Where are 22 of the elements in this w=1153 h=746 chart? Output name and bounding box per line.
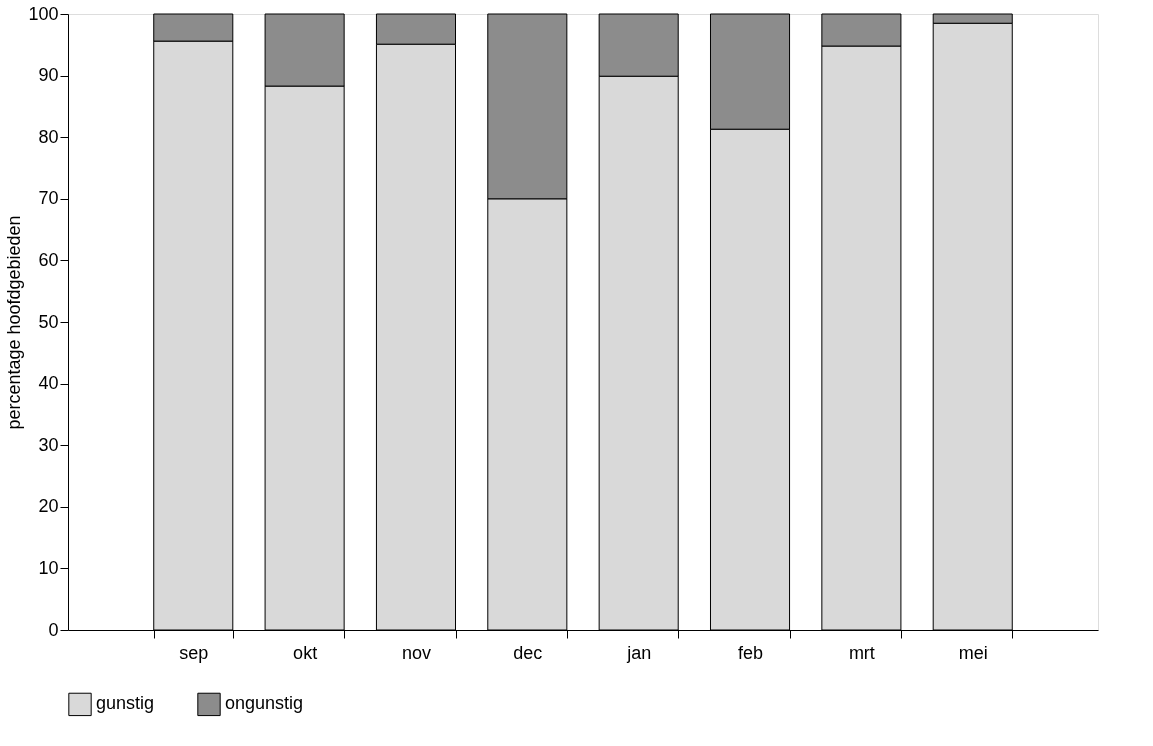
y-tick-label: 90 <box>38 65 59 86</box>
x-tick-label: nov <box>401 642 431 663</box>
y-tick-label: 60 <box>38 249 59 270</box>
legend-label: gunstig <box>96 693 155 714</box>
y-tick-label: 30 <box>38 434 59 455</box>
y-tick-label: 100 <box>28 3 59 24</box>
x-tick-label: okt <box>293 642 318 663</box>
x-tick-label: mei <box>958 642 988 663</box>
x-tick-label: dec <box>513 642 543 663</box>
y-tick-label: 50 <box>38 311 59 332</box>
x-tick-label: mrt <box>848 642 875 663</box>
legend-label: ongunstig <box>225 693 304 714</box>
x-tick-label: jan <box>626 642 652 663</box>
y-tick-label: 70 <box>38 188 59 209</box>
y-tick-label: 20 <box>38 496 59 517</box>
y-axis-title: percentage hoofdgebieden <box>4 215 25 430</box>
y-tick-label: 80 <box>38 126 59 147</box>
y-tick-label: 0 <box>48 619 59 640</box>
y-tick-label: 10 <box>38 557 59 578</box>
y-tick-label: 40 <box>38 373 59 394</box>
x-tick-label: feb <box>738 642 764 663</box>
x-tick-label: sep <box>179 642 209 663</box>
